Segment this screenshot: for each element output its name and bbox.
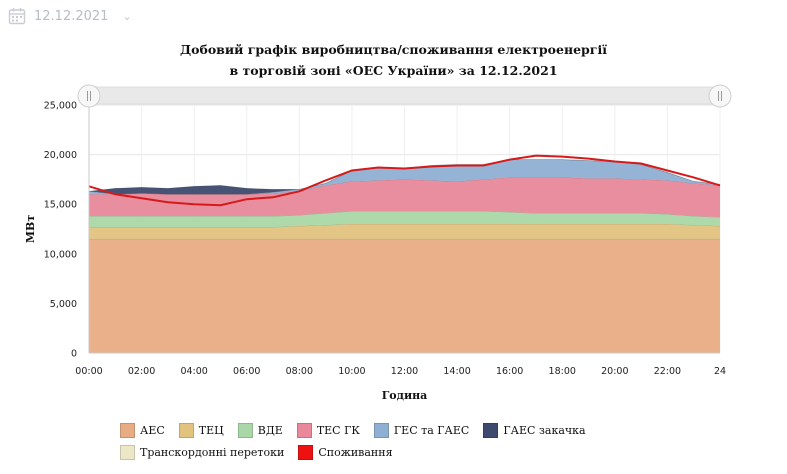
legend-swatch [298, 444, 314, 460]
y-tick-label: 5,000 [50, 299, 77, 310]
x-tick-label: 00:00 [75, 366, 102, 377]
legend-label: ТЕС ГК [316, 423, 360, 437]
chart-title-line-2: в торговій зоні «ОЕС України» за 12.12.2… [229, 63, 558, 78]
calendar-icon [8, 8, 26, 25]
legend-item[interactable]: ГЕС та ГАЕС [373, 422, 470, 438]
legend-label: ТЕЦ [198, 423, 224, 437]
legend-swatch [120, 444, 135, 460]
legend-label: ГАЕС закачка [503, 423, 586, 437]
legend-swatch [178, 422, 194, 438]
consumption-line [88, 154, 721, 207]
legend-swatch [483, 422, 499, 438]
legend-item[interactable]: Транскордонні перетоки [120, 444, 284, 460]
legend-label: АЕС [140, 423, 165, 437]
y-axis-title: МВт [24, 215, 37, 243]
legend-item[interactable]: АЕС [120, 422, 165, 438]
legend-label: ГЕС та ГАЕС [393, 423, 470, 437]
y-tick-label: 10,000 [44, 249, 77, 260]
legend-item[interactable]: ТЕЦ [178, 422, 224, 438]
x-tick-label: 04:00 [180, 366, 207, 377]
navigator-handle-right[interactable] [708, 84, 732, 108]
y-tick-label: 20,000 [44, 150, 77, 161]
chart-title-line-1: Добовий графік виробництва/споживання ел… [180, 42, 607, 57]
x-tick-label: 02:00 [128, 366, 155, 377]
x-tick-label: 18:00 [549, 366, 576, 377]
x-tick-label: 20:00 [601, 366, 628, 377]
navigator-track[interactable] [88, 86, 721, 105]
legend-item[interactable]: ТЕС ГК [296, 422, 360, 438]
area-series-3 [89, 177, 720, 218]
chevron-down-icon[interactable]: ⌄ [122, 9, 132, 23]
x-tick-label: 14:00 [443, 366, 470, 377]
area-series-0 [89, 238, 720, 353]
area-series-5 [89, 159, 720, 195]
x-tick-label: 12:00 [391, 366, 418, 377]
y-tick-label: 25,000 [44, 101, 77, 112]
legend-item[interactable]: ВДЕ [237, 422, 283, 438]
legend-label: Споживання [318, 445, 393, 459]
x-tick-label: 10:00 [338, 366, 365, 377]
legend-label: Транскордонні перетоки [140, 445, 285, 459]
x-tick-label: 22:00 [654, 366, 681, 377]
legend-swatch [237, 422, 253, 438]
date-picker[interactable]: 12.12.2021 ⌄ [8, 5, 132, 27]
x-tick-label: 16:00 [496, 366, 523, 377]
area-series-2 [89, 211, 720, 227]
area-series-4 [89, 159, 720, 195]
legend-label: ВДЕ [257, 423, 283, 437]
x-tick-label: 06:00 [233, 366, 260, 377]
y-tick-label: 0 [71, 349, 77, 360]
legend-swatch [373, 422, 389, 438]
legend-swatch [296, 422, 312, 438]
area-series-1 [89, 224, 720, 239]
navigator-handle-left[interactable] [77, 84, 101, 108]
chart-legend: АЕС ТЕЦ ВДЕ ТЕС ГК ГЕС та ГАЕС ГАЕС закачка Тр… [120, 422, 740, 460]
x-tick-label: 08:00 [286, 366, 313, 377]
x-tick-label: 24 [714, 366, 726, 377]
legend-item[interactable]: Споживання [298, 444, 393, 460]
legend-swatch [120, 422, 135, 438]
date-value: 12.12.2021 [34, 8, 109, 24]
legend-item[interactable]: ГАЕС закачка [483, 422, 586, 438]
x-axis-title: Година [382, 389, 428, 402]
y-tick-label: 15,000 [44, 200, 77, 211]
